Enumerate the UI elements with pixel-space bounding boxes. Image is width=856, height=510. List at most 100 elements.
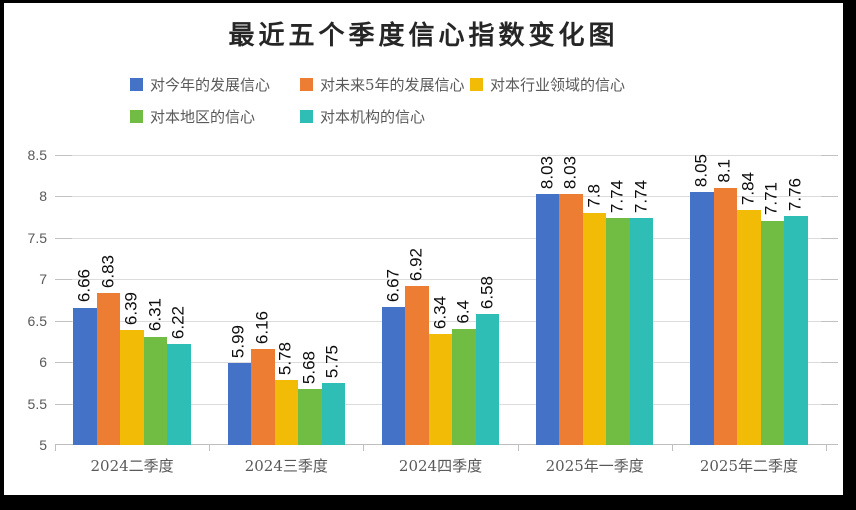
legend-color-swatch-icon (130, 78, 143, 91)
bar (381, 306, 406, 445)
legend-item: 对本行业领域的信心 (470, 74, 625, 95)
bar-value-label: 7.74 (607, 179, 627, 213)
bar (559, 193, 583, 445)
bar-slot: 8.03 (559, 155, 583, 445)
bar-value-label: 8.03 (537, 155, 557, 189)
gridline-tick-stub (821, 320, 838, 322)
bar-slot: 6.34 (428, 155, 453, 445)
y-axis-tick-label: 6 (39, 354, 47, 371)
bar (606, 218, 630, 445)
bar-slot: 6.83 (96, 155, 121, 445)
y-axis-tick-label: 5.5 (27, 395, 47, 412)
legend-item: 对今年的发展信心 (130, 74, 300, 95)
bar-value-label: 6.66 (74, 269, 94, 303)
x-axis-tick (671, 445, 673, 451)
gridline-tick-stub (55, 362, 72, 364)
gridline-tick-stub (55, 320, 72, 322)
bar-slot: 7.74 (629, 155, 654, 445)
plot-area: 8.5 8 7.5 7 6.5 6 5.5 5 6.66 6.83 6.39 6.31 6.22 5.99… (28, 147, 838, 453)
bar-value-label: 5.75 (322, 344, 342, 378)
bar-slot: 8.03 (535, 155, 560, 445)
bar (321, 382, 346, 445)
bar-group: 8.03 8.03 7.8 7.74 7.74 (518, 155, 672, 445)
bar-value-label: 7.84 (738, 171, 758, 205)
x-axis-category-label: 2025年一季度 (545, 457, 644, 475)
bar-group: 5.99 6.16 5.78 5.68 5.75 (209, 155, 363, 445)
y-axis-tick-label: 5 (39, 437, 47, 453)
legend-item-label: 对本行业领域的信心 (490, 76, 626, 94)
legend-item-label: 对未来5年的发展信心 (320, 76, 465, 94)
bar (251, 348, 275, 445)
bar (760, 220, 785, 445)
bar-groups: 6.66 6.83 6.39 6.31 6.22 5.99 6.16 5.78 5.68 5.75… (55, 154, 826, 445)
chart-canvas: 最近五个季度信心指数变化图 对今年的发展信心 对未来5年的发展信心 对本行业领域的信… (4, 3, 843, 495)
bar-slot: 5.68 (298, 155, 322, 445)
x-axis-labels: 2024二季度 2024三季度 2024四季度 2025年一季度 2025年二季度 (55, 455, 826, 476)
y-axis-tick-label: 8.5 (27, 147, 47, 163)
gridline (55, 320, 838, 322)
bar-slot: 5.99 (227, 155, 252, 445)
legend-item-label: 对本地区的信心 (150, 108, 256, 126)
legend-color-swatch-icon (300, 78, 313, 91)
bar (167, 343, 191, 445)
bar-value-label: 6.22 (168, 305, 188, 339)
legend-item: 对本地区的信心 (130, 106, 300, 127)
bar (405, 285, 429, 445)
bar-value-label: 6.34 (430, 295, 450, 329)
gridline-tick-stub (821, 155, 838, 156)
bar-value-label: 8.1 (715, 159, 735, 184)
gridline (55, 155, 838, 156)
legend-item: 对未来5年的发展信心 (300, 74, 470, 95)
bar (582, 213, 607, 445)
y-axis-tick-label: 8 (39, 188, 47, 205)
gridline (55, 196, 838, 198)
bar-slot: 7.74 (606, 155, 630, 445)
bar-group: 8.05 8.1 7.84 7.71 7.76 (672, 154, 826, 445)
bar (713, 188, 738, 445)
bar-slot: 6.66 (73, 155, 97, 445)
chart-legend: 对今年的发展信心 对未来5年的发展信心 对本行业领域的信心对本地区的信心 对本机构的信… (130, 74, 625, 127)
bar (535, 193, 560, 445)
bar-slot: 7.76 (784, 155, 808, 445)
y-axis-tick-label: 6.5 (27, 312, 47, 329)
bar-slot: 7.71 (760, 155, 785, 445)
bar-group: 6.66 6.83 6.39 6.31 6.22 (55, 155, 209, 445)
bar-slot: 6.58 (475, 155, 500, 445)
bar-value-label: 5.78 (275, 342, 295, 376)
bar-value-label: 8.05 (691, 154, 711, 188)
y-axis-tick-label: 7.5 (27, 229, 47, 246)
bar-value-label: 5.99 (228, 324, 248, 358)
bar (227, 363, 252, 445)
x-axis-tick (209, 445, 211, 451)
bar-slot: 6.31 (143, 155, 168, 445)
bar-slot: 5.78 (274, 155, 299, 445)
bar-value-label: 7.76 (785, 178, 805, 212)
gridline-tick-stub (821, 237, 838, 239)
bar (737, 209, 761, 445)
gridline-tick-stub (55, 403, 72, 405)
bar-value-label: 6.58 (477, 276, 497, 310)
bar (629, 218, 654, 445)
bar-slot: 7.8 (582, 155, 607, 445)
legend-color-swatch-icon (130, 110, 143, 123)
gridline-tick-stub (821, 279, 838, 281)
x-axis-category-label: 2024三季度 (244, 457, 328, 475)
bar (475, 314, 500, 445)
bar-value-label: 6.67 (383, 268, 403, 302)
bar-slot: 8.05 (690, 154, 714, 445)
gridline-tick-stub (821, 403, 838, 405)
bar-value-label: 6.16 (252, 310, 272, 344)
legend-item-label: 对本机构的信心 (320, 108, 426, 126)
x-axis-category-label: 2024二季度 (90, 457, 174, 475)
legend-item: 对本机构的信心 (300, 106, 470, 127)
bar-slot: 6.67 (381, 155, 406, 445)
bar-slot: 8.1 (713, 155, 738, 445)
bar-value-label: 6.39 (121, 291, 141, 325)
gridline-tick-stub (821, 362, 838, 364)
bar-slot: 5.75 (321, 155, 346, 445)
x-axis-tick (363, 445, 365, 451)
legend-color-swatch-icon (300, 110, 313, 123)
bar (428, 334, 453, 445)
gridline-tick-stub (55, 237, 72, 239)
